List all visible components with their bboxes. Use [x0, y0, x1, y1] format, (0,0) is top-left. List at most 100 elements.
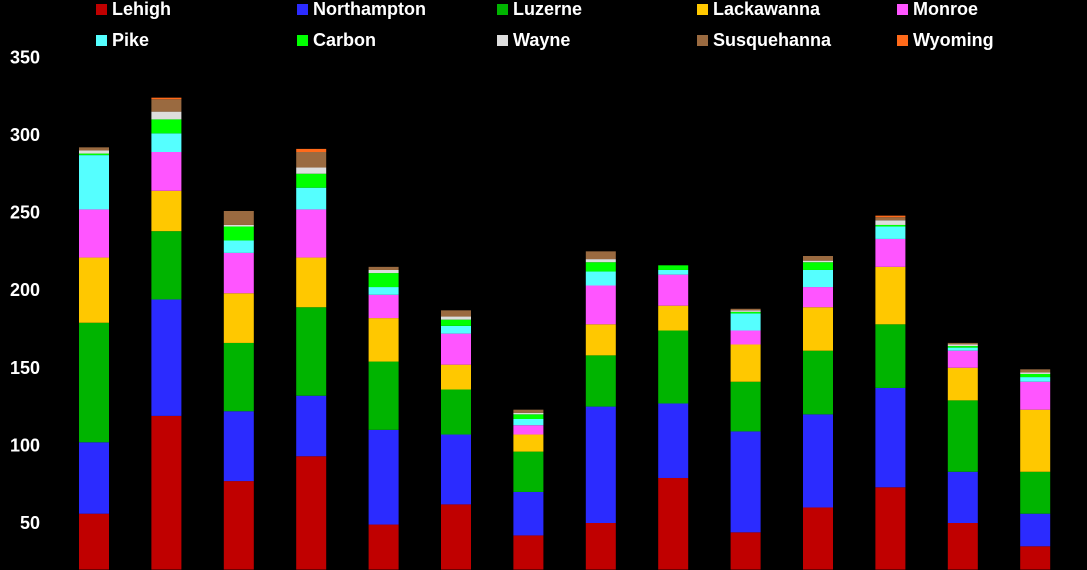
bar-segment-lehigh	[441, 504, 471, 570]
bar-segment-northampton	[151, 299, 182, 416]
bar-stack	[947, 342, 978, 570]
bar-segment-lehigh	[658, 477, 689, 570]
bar-segment-northampton	[79, 442, 109, 514]
bar-segment-lehigh	[803, 507, 833, 570]
bar-segment-luzerne	[803, 350, 833, 415]
bar-segment-luzerne	[585, 355, 616, 407]
bar-segment-lackawanna	[585, 324, 616, 356]
bar-segment-susquehanna	[441, 310, 471, 317]
legend-swatch	[697, 4, 708, 15]
bar-segment-northampton	[947, 471, 978, 523]
y-axis: 50 100 150 200 250 300 350	[10, 47, 40, 533]
legend-item-luzerne: Luzerne	[497, 0, 582, 19]
bar-segment-carbon	[658, 265, 689, 270]
bar-segment-lackawanna	[151, 190, 182, 232]
bar-stack	[79, 147, 109, 570]
y-tick-label: 200	[10, 280, 40, 300]
legend-swatch	[96, 4, 107, 15]
bar-segment-monroe	[803, 287, 833, 308]
legend-swatch	[297, 35, 308, 46]
bar-segment-northampton	[513, 491, 544, 536]
bar-segment-wayne	[79, 150, 109, 154]
bar-stack	[296, 148, 327, 570]
bar-segment-pike	[1020, 377, 1051, 382]
y-tick-label: 100	[10, 435, 40, 455]
bar-segment-monroe	[296, 209, 327, 258]
bar-segment-pike	[947, 347, 978, 351]
bar-segment-wayne	[947, 344, 978, 347]
bar-segment-lackawanna	[947, 367, 978, 401]
bar-segment-luzerne	[79, 322, 109, 443]
bar-segment-northampton	[658, 403, 689, 478]
bar-segment-pike	[441, 325, 471, 334]
bar-segment-lehigh	[223, 481, 254, 570]
legend-item-carbon: Carbon	[297, 30, 376, 50]
bar-stack	[585, 251, 616, 570]
legend-swatch	[697, 35, 708, 46]
bar-segment-susquehanna	[1020, 369, 1051, 373]
bar-segment-lackawanna	[803, 307, 833, 351]
bar-segment-luzerne	[368, 361, 399, 430]
bar-segment-pike	[223, 240, 254, 253]
bar-segment-susquehanna	[875, 217, 906, 221]
bar-stack	[223, 210, 254, 570]
legend-item-susquehanna: Susquehanna	[697, 30, 832, 50]
bar-segment-monroe	[79, 209, 109, 258]
y-tick-label: 300	[10, 125, 40, 145]
bar-segment-monroe	[875, 238, 906, 267]
bar-segment-luzerne	[730, 381, 761, 432]
bar-stack	[658, 265, 689, 570]
bar-segment-monroe	[368, 294, 399, 319]
bar-segment-lehigh	[585, 523, 616, 570]
legend-label: Wayne	[513, 30, 570, 50]
bar-segment-susquehanna	[947, 342, 978, 345]
bar-stack	[441, 310, 471, 570]
bar-segment-monroe	[223, 252, 254, 294]
bar-segment-luzerne	[223, 342, 254, 412]
y-tick-label: 50	[20, 513, 40, 533]
legend-item-northampton: Northampton	[297, 0, 426, 19]
bar-segment-northampton	[223, 411, 254, 482]
bar-segment-susquehanna	[513, 409, 544, 413]
bar-segment-luzerne	[1020, 471, 1051, 514]
bar-segment-carbon	[223, 226, 254, 241]
bar-segment-lehigh	[513, 535, 544, 570]
bar-segment-luzerne	[658, 330, 689, 404]
bar-segment-northampton	[368, 429, 399, 525]
legend-swatch	[297, 4, 308, 15]
legend-item-lehigh: Lehigh	[96, 0, 171, 19]
bar-stack	[368, 266, 399, 570]
bar-segment-susquehanna	[79, 147, 109, 151]
legend-swatch	[897, 4, 908, 15]
bar-segment-wyoming	[875, 215, 906, 218]
bar-segment-luzerne	[441, 389, 471, 435]
bar-segment-wayne	[441, 316, 471, 320]
y-tick-label: 350	[10, 47, 40, 67]
legend-item-monroe: Monroe	[897, 0, 978, 19]
legend-label: Wyoming	[913, 30, 994, 50]
bar-segment-wyoming	[296, 148, 327, 153]
bar-segment-monroe	[513, 425, 544, 435]
bar-segment-carbon	[296, 173, 327, 188]
bar-segment-northampton	[1020, 513, 1051, 547]
legend-swatch	[497, 35, 508, 46]
bar-segment-pike	[296, 187, 327, 210]
bar-segment-northampton	[585, 406, 616, 523]
bar-stack	[730, 308, 761, 570]
bar-segment-lackawanna	[223, 293, 254, 343]
legend-item-pike: Pike	[96, 30, 149, 50]
bar-segment-lackawanna	[730, 344, 761, 382]
bar-segment-carbon	[585, 262, 616, 272]
legend-label: Carbon	[313, 30, 376, 50]
bar-segment-wayne	[151, 111, 182, 120]
bar-segment-wayne	[368, 269, 399, 274]
bar-segment-pike	[79, 155, 109, 210]
y-tick-label: 150	[10, 358, 40, 378]
bar-segment-lackawanna	[368, 318, 399, 362]
legend-swatch	[897, 35, 908, 46]
legend-item-wayne: Wayne	[497, 30, 570, 50]
bar-segment-luzerne	[947, 400, 978, 472]
bar-segment-carbon	[79, 153, 109, 156]
bar-segment-northampton	[296, 395, 327, 457]
bar-segment-wayne	[730, 310, 761, 312]
